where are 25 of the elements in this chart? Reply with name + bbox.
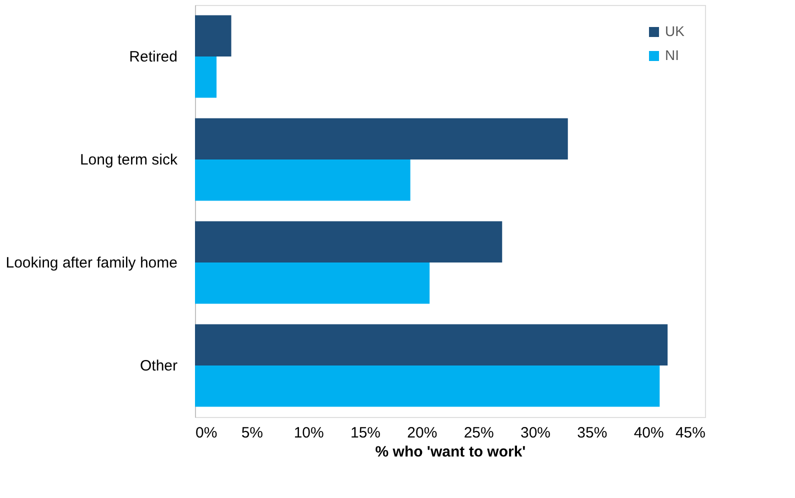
x-axis-title: % who 'want to work' — [375, 444, 526, 460]
x-tick-label: 15% — [350, 424, 381, 442]
y-tick-label: Looking after family home — [6, 254, 178, 272]
x-tick-label: 5% — [241, 424, 264, 442]
legend-label: NI — [665, 47, 679, 63]
x-tick-label: 35% — [577, 424, 608, 442]
bar — [195, 221, 502, 262]
bar — [195, 118, 568, 160]
bar — [195, 262, 430, 304]
x-tick-label: 20% — [407, 424, 438, 442]
bar — [195, 366, 660, 407]
bar — [195, 324, 668, 366]
bar — [195, 56, 217, 98]
y-tick-label: Retired — [129, 48, 178, 66]
x-tick-label: 40% — [634, 424, 664, 442]
x-tick-label: 45% — [675, 424, 706, 442]
y-tick-label: Long term sick — [80, 152, 178, 168]
bar — [195, 15, 232, 56]
x-tick-label: 30% — [520, 424, 551, 442]
y-tick-label: Other — [140, 358, 178, 374]
x-tick-label: 25% — [464, 424, 494, 442]
x-tick-label: 0% — [196, 424, 218, 442]
bar — [195, 160, 410, 201]
x-tick-label: 10% — [294, 424, 324, 442]
legend-label: UK — [665, 23, 686, 39]
